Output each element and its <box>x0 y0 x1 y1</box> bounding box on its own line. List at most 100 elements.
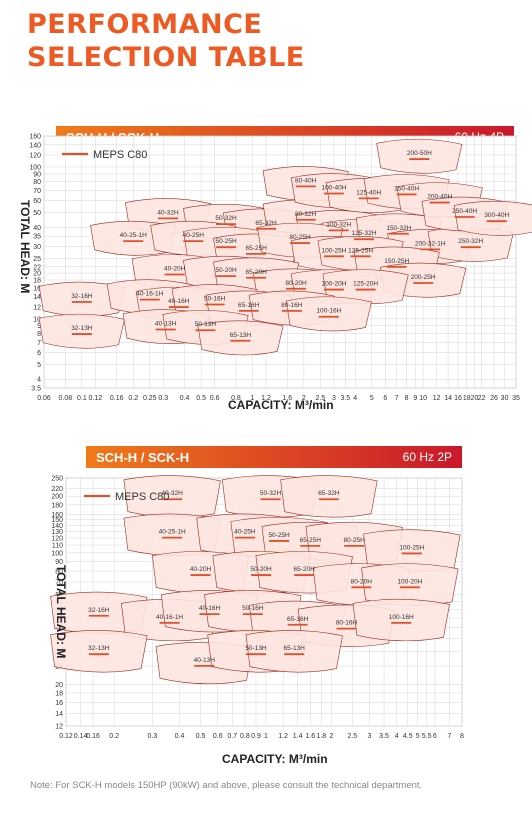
model-label: 100-16H <box>316 308 341 315</box>
model-label: 200-40H <box>427 194 452 201</box>
page-title-line2: SELECTION TABLE <box>27 42 305 73</box>
y-axis-label: TOTAL HEAD: M <box>54 565 68 659</box>
model-label: 100-20H <box>397 578 422 585</box>
model-label: 80-16H <box>281 302 303 309</box>
y-tick-label: 18 <box>33 278 41 285</box>
y-tick-label: 200 <box>51 494 63 501</box>
chart-header: SCH-H / SCK-H 60 Hz 2P <box>86 446 462 468</box>
footnote: Note: For SCK-H models 150HP (90kW) and … <box>30 780 423 791</box>
x-tick-label: 0.12 <box>59 733 73 740</box>
y-tick-label: 80 <box>55 569 63 576</box>
x-tick-label: 0.6 <box>210 395 220 402</box>
model-label: 125-40H <box>356 189 381 196</box>
model-region <box>285 296 372 332</box>
chart-frequency: 60 Hz 2P <box>402 450 452 464</box>
model-region <box>50 630 148 673</box>
x-tick-label: 1.2 <box>261 395 271 402</box>
model-label: 50-13H <box>245 645 267 652</box>
model-label: 80-20H <box>351 578 373 585</box>
y-tick-label: 14 <box>55 711 63 718</box>
y-tick-label: 18 <box>55 690 63 697</box>
x-tick-label: 0.1 <box>77 395 87 402</box>
model-label: 40-16-1H <box>156 614 183 621</box>
x-tick-label: 0.2 <box>128 395 138 402</box>
model-region <box>245 630 343 673</box>
x-tick-label: 8 <box>405 395 409 402</box>
x-tick-label: 18 <box>463 395 471 402</box>
y-tick-label: 100 <box>51 550 63 557</box>
y-tick-label: 180 <box>51 502 63 509</box>
y-tick-label: 100 <box>29 164 41 171</box>
model-label: 200-32-1H <box>415 240 446 247</box>
model-label: 65-25H <box>300 537 322 544</box>
model-label: 200-25H <box>411 274 436 281</box>
model-label: 100-25H <box>321 247 346 254</box>
model-label: 65-13H <box>230 332 252 339</box>
model-label: 50-32H <box>215 215 237 222</box>
model-region <box>280 475 378 518</box>
y-tick-label: 22 <box>33 264 41 271</box>
model-label: 65-32H <box>318 490 340 497</box>
y-tick-label: 220 <box>51 486 63 493</box>
x-tick-label: 0.06 <box>37 395 51 402</box>
y-tick-label: 90 <box>55 559 63 566</box>
model-label: 40-25H <box>234 529 256 536</box>
page-title-line1: PERFORMANCE <box>27 9 263 40</box>
model-label: 65-16H <box>287 616 309 623</box>
model-region <box>453 200 532 236</box>
chart-series-title: SCH-H / SCK-H <box>96 449 190 465</box>
model-label: 40-20H <box>190 566 212 573</box>
y-tick-label: 20 <box>33 271 41 278</box>
model-label: 50-32H <box>260 490 282 497</box>
x-tick-label: 0.3 <box>148 733 158 740</box>
x-tick-label: 2 <box>329 733 333 740</box>
y-tick-label: 80 <box>33 179 41 186</box>
x-tick-label: 16 <box>454 395 462 402</box>
x-tick-label: 14 <box>444 395 452 402</box>
model-region <box>352 598 450 642</box>
legend-label: MEPS C80 <box>93 149 147 161</box>
x-tick-label: 6 <box>433 733 437 740</box>
x-tick-label: 0.9 <box>251 733 261 740</box>
y-tick-label: 160 <box>51 512 63 519</box>
x-tick-label: 0.16 <box>110 395 124 402</box>
x-tick-label: 5 <box>370 395 374 402</box>
model-label: 150-40H <box>394 185 419 192</box>
model-label: 40-25H <box>183 232 205 239</box>
x-tick-label: 1.4 <box>293 733 303 740</box>
model-label: 40-25-1H <box>159 529 186 536</box>
y-tick-label: 10 <box>33 316 41 323</box>
model-label: 100-20H <box>321 281 346 288</box>
model-label: 125-32H <box>352 230 377 237</box>
y-tick-label: 140 <box>29 142 41 149</box>
x-tick-label: 0.16 <box>86 733 100 740</box>
model-label: 80-20H <box>285 280 307 287</box>
x-tick-label: 1.8 <box>316 733 326 740</box>
model-label: 65-13H <box>284 645 306 652</box>
model-label: 100-40H <box>321 185 346 192</box>
model-label: 50-13H <box>195 321 217 328</box>
model-label: 80-40H <box>295 177 317 184</box>
x-tick-label: 0.4 <box>180 395 190 402</box>
y-tick-label: 35 <box>33 234 41 241</box>
model-label: 80-25H <box>344 537 366 544</box>
y-tick-label: 8 <box>37 331 41 338</box>
x-tick-label: 7 <box>395 395 399 402</box>
y-tick-label: 14 <box>33 294 41 301</box>
y-tick-label: 16 <box>33 285 41 292</box>
model-label: 150-32H <box>386 225 411 232</box>
x-tick-label: 12 <box>433 395 441 402</box>
model-region <box>197 320 284 356</box>
model-label: 125-20H <box>353 281 378 288</box>
x-tick-label: 0.25 <box>143 395 157 402</box>
legend-label: MEPS C80 <box>115 491 169 503</box>
model-label: 32-16H <box>71 293 93 300</box>
model-label: 32-13H <box>88 645 110 652</box>
y-tick-label: 110 <box>52 543 63 550</box>
model-label: 65-16H <box>238 302 260 309</box>
y-tick-label: 50 <box>33 210 41 217</box>
x-tick-label: 0.5 <box>196 733 206 740</box>
x-tick-label: 0.7 <box>227 733 237 740</box>
x-tick-label: 4 <box>395 733 399 740</box>
